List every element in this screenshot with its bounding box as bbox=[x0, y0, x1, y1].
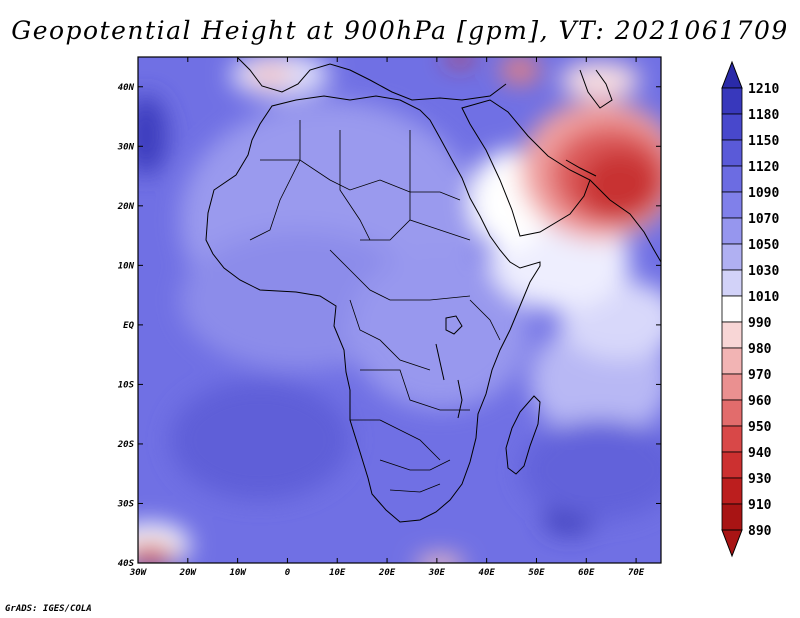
colorbar-swatch bbox=[721, 399, 743, 427]
lon-tick-label: 70E bbox=[628, 568, 645, 578]
colorbar-swatch bbox=[721, 477, 743, 505]
colorbar-label: 1070 bbox=[748, 212, 779, 227]
grads-credit: GrADS: IGES/COLA bbox=[5, 604, 92, 614]
colorbar-label: 1010 bbox=[748, 290, 779, 305]
colorbar-swatch bbox=[721, 321, 743, 349]
lat-tick-label: 10S bbox=[118, 380, 135, 390]
colorbar-label: 910 bbox=[748, 498, 772, 513]
lon-tick-label: 40E bbox=[479, 568, 496, 578]
colorbar-label: 990 bbox=[748, 316, 772, 331]
lat-tick-label: EQ bbox=[123, 321, 134, 331]
colorbar-swatch bbox=[721, 243, 743, 271]
latitude-axis: 40N 30N 20N 10N EQ 10S 20S 30S 40S bbox=[117, 83, 661, 569]
colorbar-swatch bbox=[721, 139, 743, 167]
colorbar-label: 1180 bbox=[748, 108, 779, 123]
lon-tick-label: 10W bbox=[229, 568, 247, 578]
lon-tick-label: 60E bbox=[578, 568, 595, 578]
colorbar-label: 1210 bbox=[748, 82, 779, 97]
colorbar-swatch bbox=[721, 503, 743, 531]
lon-tick-label: 20W bbox=[179, 568, 198, 578]
map-frame bbox=[137, 56, 662, 564]
lat-tick-label: 10N bbox=[118, 261, 135, 271]
colorbar-swatch bbox=[721, 451, 743, 479]
colorbar-top-arrow bbox=[721, 60, 743, 89]
colorbar-swatch bbox=[721, 217, 743, 245]
lon-tick-label: 50E bbox=[528, 568, 545, 578]
lon-tick-label: 0 bbox=[285, 568, 291, 578]
lon-tick-label: 10E bbox=[329, 568, 346, 578]
colorbar-swatch bbox=[721, 295, 743, 323]
lon-tick-label: 30W bbox=[129, 568, 148, 578]
longitude-axis: 30W 20W 10W 0 10E 20E 30E 40E 50E 60E 70E bbox=[129, 57, 645, 578]
colorbar-swatch bbox=[721, 113, 743, 141]
colorbar-label: 1090 bbox=[748, 186, 779, 201]
colorbar-label: 1050 bbox=[748, 238, 779, 253]
colorbar-swatch bbox=[721, 87, 743, 115]
colorbar-label: 890 bbox=[748, 524, 772, 539]
colorbar-label: 930 bbox=[748, 472, 772, 487]
lat-tick-label: 20N bbox=[117, 202, 135, 212]
lon-tick-label: 20E bbox=[378, 568, 396, 578]
lat-tick-label: 30S bbox=[117, 499, 135, 509]
colorbar-swatch bbox=[721, 191, 743, 219]
map-title: Geopotential Height at 900hPa [gpm], VT:… bbox=[11, 16, 789, 45]
colorbar-label: 940 bbox=[748, 446, 772, 461]
lat-tick-label: 40N bbox=[118, 83, 135, 93]
colorbar-swatch bbox=[721, 347, 743, 375]
colorbar-label: 1120 bbox=[748, 160, 779, 175]
colorbar-label: 960 bbox=[748, 394, 772, 409]
lat-tick-label: 20S bbox=[117, 440, 135, 450]
colorbar-swatch bbox=[721, 373, 743, 401]
country-borders bbox=[249, 120, 501, 493]
colorbar: 1210 1180 1150 1120 1090 1070 1050 1030 1010 990 9… bbox=[721, 60, 779, 558]
lat-tick-label: 30N bbox=[117, 142, 135, 152]
lon-tick-label: 30E bbox=[428, 568, 446, 578]
colorbar-bottom-arrow bbox=[721, 529, 743, 558]
colorbar-label: 970 bbox=[748, 368, 772, 383]
coastlines bbox=[205, 57, 661, 523]
colorbar-swatch bbox=[721, 165, 743, 193]
lat-tick-label: 40S bbox=[118, 559, 135, 569]
colorbar-label: 980 bbox=[748, 342, 772, 357]
colorbar-swatch bbox=[721, 269, 743, 297]
colorbar-swatch bbox=[721, 425, 743, 453]
height-field bbox=[138, 57, 661, 563]
colorbar-label: 950 bbox=[748, 420, 772, 435]
colorbar-label: 1150 bbox=[748, 134, 779, 149]
colorbar-label: 1030 bbox=[748, 264, 779, 279]
